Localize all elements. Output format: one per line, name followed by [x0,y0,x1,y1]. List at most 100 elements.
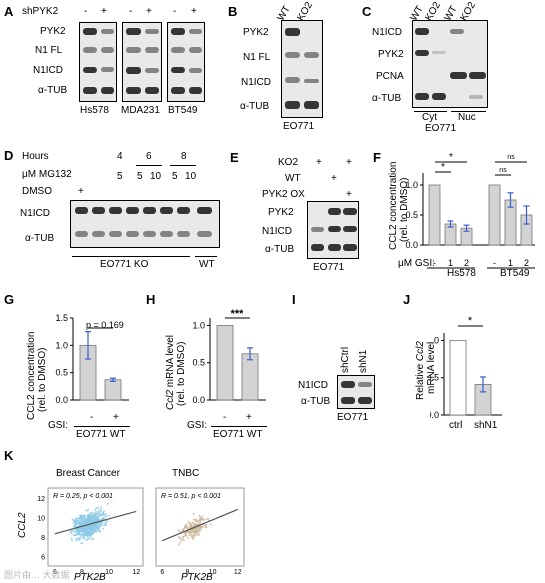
data-point [177,529,180,532]
data-point [85,509,88,512]
data-point [92,537,95,540]
data-point [197,534,200,537]
bar-chart-j: 0.0 0.5 1.0 * [430,315,502,420]
dmso-label: DMSO [22,186,52,197]
data-point [193,530,196,533]
data-point [207,517,210,520]
sign: + [101,6,107,17]
mg132-value: 5 [137,171,143,182]
data-point [73,533,76,536]
row-label: N1ICD [20,208,51,219]
x-axis-label: GSI: [187,420,208,431]
row-label: α-TUB [301,396,331,407]
dmso-sign: + [78,186,84,197]
row-label: α-TUB [265,244,295,255]
data-point [203,524,206,527]
x-tick-label: 8 [80,569,84,576]
fraction-label: Nuc [458,112,476,123]
category-label: ctrl [449,420,463,431]
stats-label: R = 0.25, p < 0.001 [53,493,113,500]
panel-letter: G [4,292,15,307]
x-axis-label: PTK2B [74,572,106,583]
x-axis-label: PTK2B [181,572,213,583]
y-tick-label: 1.0 [430,335,439,345]
data-point [196,519,199,522]
data-point [191,522,194,525]
sign: + [346,157,352,168]
data-point [183,527,186,530]
data-point [190,534,193,537]
data-point [182,535,184,538]
data-point [194,534,197,537]
data-point [94,513,97,516]
data-point [76,517,79,520]
footer-label: EO771 [337,412,369,423]
data-point [197,529,200,532]
data-point [81,542,84,545]
row-label: PYK2 [40,26,66,37]
sign: - [129,6,133,17]
data-point [70,537,73,540]
data-point [191,530,194,533]
data-point [91,516,94,519]
data-point [105,515,108,518]
data-point [184,526,186,529]
data-point [73,531,76,534]
bar [241,353,259,401]
y-tick-label: 0.0 [430,410,439,420]
data-point [183,534,186,537]
data-point [70,530,73,533]
data-point [83,530,86,533]
data-point [180,539,183,541]
data-point [209,523,212,526]
trend-line [162,508,238,542]
panel-letter: E [230,150,239,165]
hours-value: 4 [117,151,123,162]
cell-line-label: Hs578 [80,105,109,116]
blot-image [167,22,205,102]
y-tick-label: 8 [41,535,45,542]
sign: + [191,6,197,17]
data-point [179,537,182,540]
data-point [87,508,90,511]
data-point [93,526,96,529]
data-point [99,514,102,517]
data-point [196,533,199,536]
cell-line-label: BT549 [168,105,198,116]
data-point [104,513,107,516]
x-tick-label: 1 [508,258,513,268]
y-tick-label: 0.5 [192,358,205,368]
y-tick-label: 0.0 [55,395,68,405]
data-point [80,527,83,530]
data-point [104,522,107,525]
hours-value: 8 [181,151,187,162]
data-point [82,516,85,519]
data-point [102,527,105,530]
bar-chart-g: 0.0 0.5 1.0 1.5 [55,313,129,405]
row-label: N1ICD [298,380,329,391]
row-label: α-TUB [38,85,68,96]
trend-line [54,510,137,535]
footer-label: EO771 KO [100,259,149,270]
panel-letter: B [228,4,238,19]
group-label: EO771 WT [213,429,263,440]
data-point [94,529,97,531]
data-point [104,524,107,527]
bracket-line [170,165,196,166]
sig-mark: ns [499,167,507,174]
row-label: N1 FL [35,45,63,56]
data-point [178,530,181,533]
fraction-label: Cyt [422,112,437,123]
sig-mark: * [441,162,445,173]
data-point [185,531,188,534]
data-point [192,518,195,521]
column-label: shCtrl [340,346,351,373]
row-label: α-TUB [25,233,55,244]
x-tick-label: 12 [234,569,242,576]
bracket-line [72,256,190,257]
footer-label: EO771 [425,123,457,134]
condition-label: PYK2 OX [262,189,305,200]
p-value-label: p = 0.169 [86,320,124,330]
data-point [182,529,185,532]
row-label: PYK2 [268,207,294,218]
